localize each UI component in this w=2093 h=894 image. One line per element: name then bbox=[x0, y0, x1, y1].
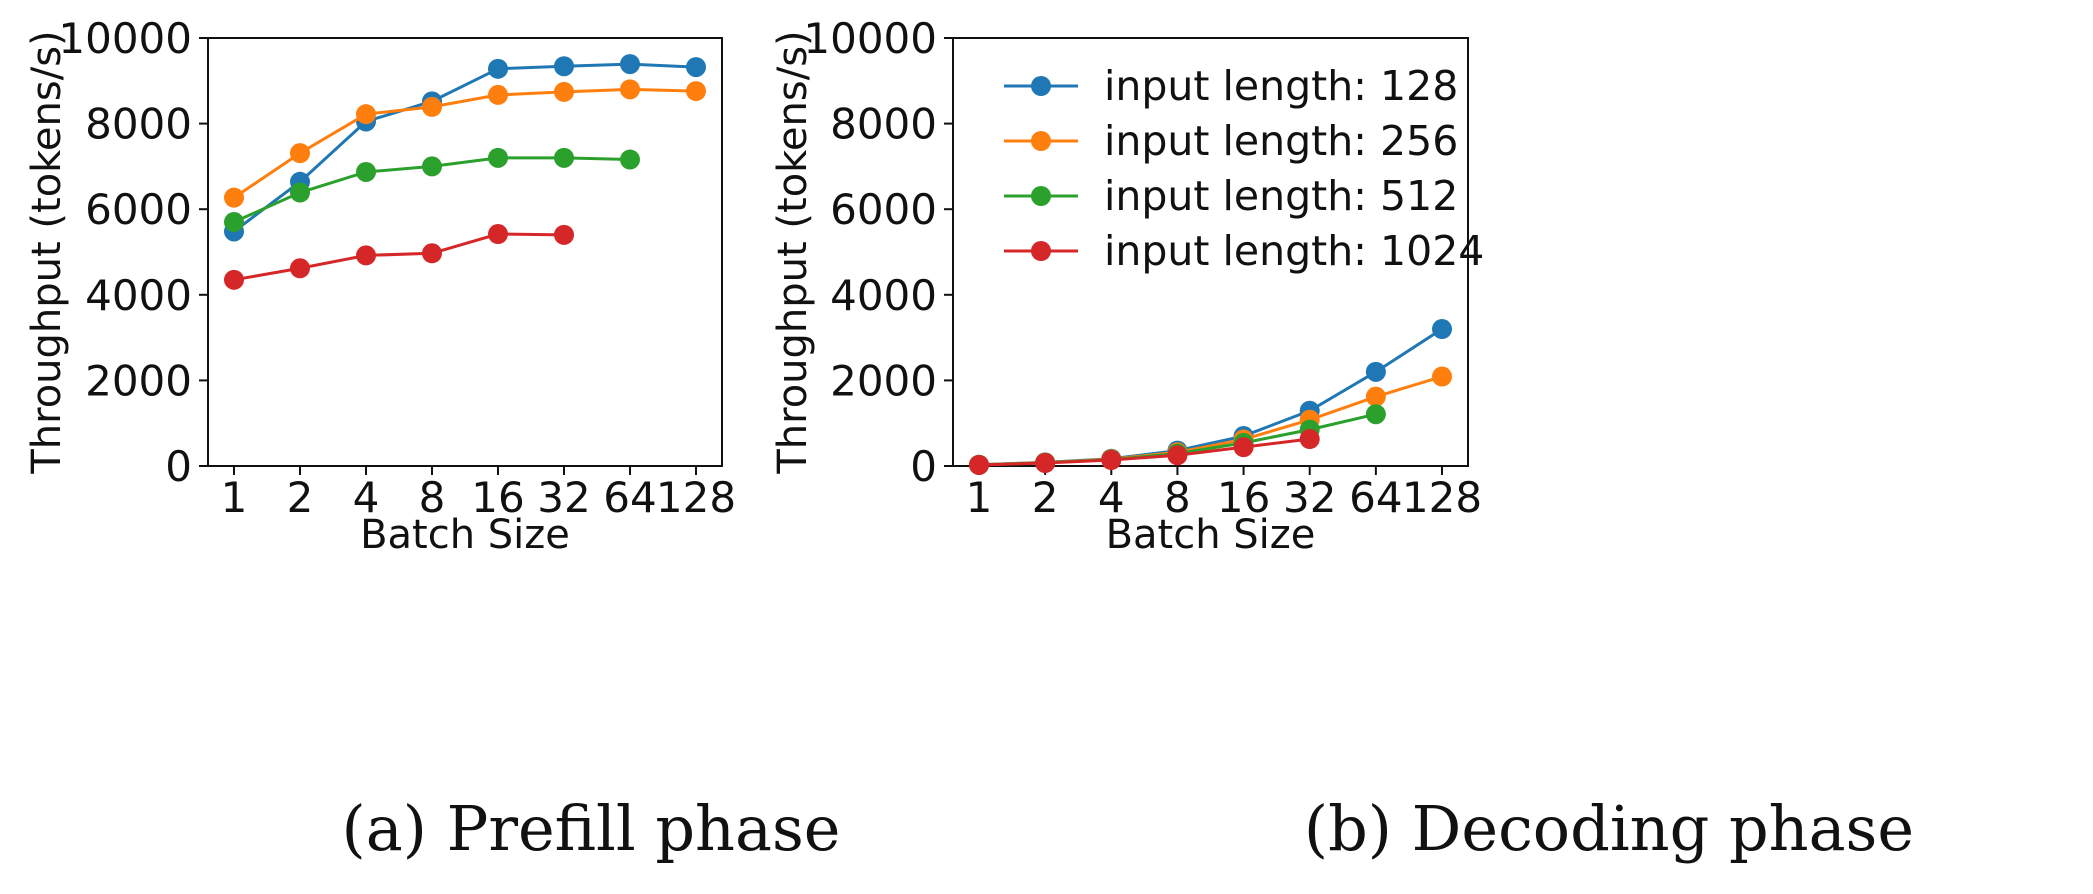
x-tick-label: 4 bbox=[1098, 473, 1125, 522]
y-tick-label: 4000 bbox=[85, 271, 192, 320]
x-tick-label: 32 bbox=[537, 473, 590, 522]
plot-frame bbox=[207, 37, 723, 467]
data-point bbox=[620, 79, 640, 100]
x-tick-label: 128 bbox=[656, 473, 736, 522]
legend-label: input length: 512 bbox=[1104, 172, 1458, 220]
data-point bbox=[1432, 319, 1452, 340]
series-line-3 bbox=[233, 232, 565, 282]
series-line-1 bbox=[233, 87, 697, 199]
y-tick-label: 6000 bbox=[830, 185, 937, 234]
data-point bbox=[554, 147, 574, 168]
prefill-chart: 0 2000 4000 6000 8000 10000 1 2 4 8 16 32 64 128 Batch… bbox=[24, 14, 736, 558]
data-point bbox=[422, 156, 442, 177]
plot-frame bbox=[952, 37, 1469, 467]
x-tick-label: 16 bbox=[1217, 473, 1270, 522]
y-tick-label: 2000 bbox=[830, 356, 937, 405]
y-axis-label: Throughput (tokens/s) bbox=[770, 30, 816, 474]
data-point bbox=[1432, 366, 1452, 387]
data-point bbox=[290, 143, 310, 164]
data-point bbox=[1299, 429, 1320, 450]
y-tick-label: 0 bbox=[910, 442, 937, 491]
x-tick-label: 4 bbox=[353, 473, 380, 522]
y-tick-label: 8000 bbox=[830, 100, 937, 149]
x-tick-label: 16 bbox=[471, 473, 524, 522]
decoding-caption: (b) Decoding phase bbox=[1304, 792, 1914, 865]
x-tick-label: 1 bbox=[966, 473, 993, 522]
legend-label: input length: 128 bbox=[1104, 62, 1458, 110]
data-point bbox=[1233, 437, 1254, 458]
y-tick-label: 4000 bbox=[830, 271, 937, 320]
x-tick-label: 2 bbox=[287, 473, 314, 522]
y-tick-label: 6000 bbox=[85, 185, 192, 234]
x-tick-label: 32 bbox=[1283, 473, 1336, 522]
data-point bbox=[224, 269, 244, 290]
data-point bbox=[290, 182, 310, 203]
x-axis-label: Batch Size bbox=[1106, 512, 1316, 558]
x-tick-label: 1 bbox=[221, 473, 248, 522]
y-axis-label: Throughput (tokens/s) bbox=[24, 30, 70, 474]
data-point bbox=[488, 224, 508, 245]
legend-label: input length: 256 bbox=[1104, 117, 1458, 165]
data-point bbox=[290, 258, 310, 279]
legend-marker bbox=[1031, 186, 1051, 206]
data-point bbox=[488, 147, 508, 168]
data-point bbox=[1035, 453, 1056, 474]
x-tick-label: 8 bbox=[419, 473, 446, 522]
y-tick-label: 0 bbox=[165, 442, 192, 491]
series-line-3 bbox=[978, 437, 1310, 467]
data-point bbox=[554, 224, 574, 245]
decoding-chart: 0 2000 4000 6000 8000 10000 1 2 4 8 16 32 64 128 Batch… bbox=[770, 14, 1484, 558]
x-tick-label: 64 bbox=[603, 473, 656, 522]
y-tick-label: 10000 bbox=[58, 14, 192, 63]
data-point bbox=[488, 58, 508, 79]
series-line-0 bbox=[233, 62, 697, 233]
x-tick-label: 128 bbox=[1402, 473, 1482, 522]
legend-label: input length: 1024 bbox=[1104, 227, 1484, 275]
data-point bbox=[554, 81, 574, 102]
data-point bbox=[620, 149, 640, 170]
x-tick-label: 64 bbox=[1349, 473, 1402, 522]
data-point bbox=[422, 96, 442, 117]
x-tick-label: 8 bbox=[1164, 473, 1191, 522]
prefill-caption: (a) Prefill phase bbox=[342, 792, 841, 865]
y-tick-label: 10000 bbox=[803, 14, 937, 63]
data-point bbox=[620, 54, 640, 75]
data-point bbox=[488, 84, 508, 105]
data-point bbox=[356, 104, 376, 125]
data-point bbox=[224, 212, 244, 233]
data-point bbox=[554, 56, 574, 77]
legend-marker bbox=[1031, 131, 1051, 151]
data-point bbox=[1365, 386, 1386, 407]
data-point bbox=[686, 57, 706, 78]
data-point bbox=[1101, 450, 1122, 471]
x-axis-label: Batch Size bbox=[360, 512, 570, 558]
data-point bbox=[686, 81, 706, 102]
y-tick-label: 2000 bbox=[85, 356, 192, 405]
x-tick-label: 2 bbox=[1032, 473, 1059, 522]
data-point bbox=[356, 245, 376, 266]
data-point bbox=[224, 187, 244, 208]
data-point bbox=[356, 161, 376, 182]
legend-marker bbox=[1031, 76, 1051, 96]
data-point bbox=[422, 243, 442, 264]
data-point bbox=[1167, 445, 1188, 466]
data-point bbox=[1365, 361, 1386, 382]
data-point bbox=[1365, 404, 1386, 425]
data-point bbox=[969, 454, 989, 475]
legend-marker bbox=[1031, 241, 1051, 261]
y-tick-label: 8000 bbox=[85, 100, 192, 149]
